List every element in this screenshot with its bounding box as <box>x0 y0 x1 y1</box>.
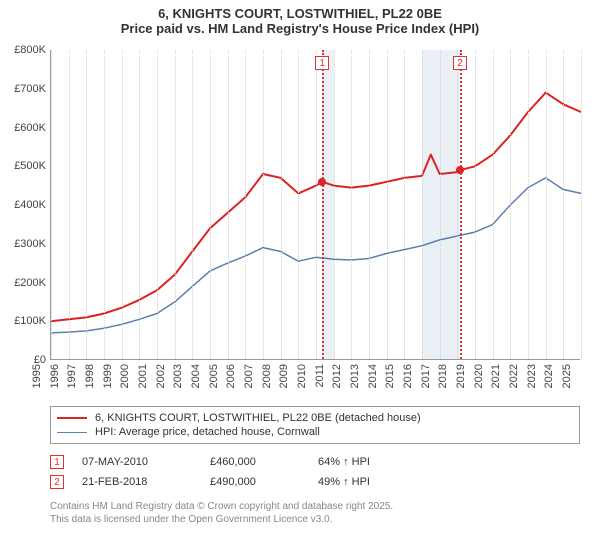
gridline <box>69 50 70 359</box>
gridline <box>86 50 87 359</box>
y-tick-label: £400K <box>0 199 46 211</box>
plot-area: 12 <box>50 50 580 360</box>
gridline <box>563 50 564 359</box>
gridline <box>104 50 105 359</box>
sale-row: 1 07-MAY-2010 £460,000 64% ↑ HPI <box>50 452 580 472</box>
footer: Contains HM Land Registry data © Crown c… <box>50 500 580 526</box>
y-tick-label: £300K <box>0 238 46 250</box>
gridline <box>263 50 264 359</box>
gridline <box>528 50 529 359</box>
legend: 6, KNIGHTS COURT, LOSTWITHIEL, PL22 0BE … <box>50 406 580 444</box>
gridline <box>316 50 317 359</box>
sale-point <box>456 166 464 174</box>
gridline <box>404 50 405 359</box>
sale-marker-line <box>460 50 462 359</box>
sale-delta: 49% ↑ HPI <box>318 476 580 488</box>
y-tick-label: £600K <box>0 122 46 134</box>
y-tick-label: £100K <box>0 315 46 327</box>
gridline <box>422 50 423 359</box>
y-tick-label: £700K <box>0 83 46 95</box>
legend-label: HPI: Average price, detached house, Corn… <box>95 426 320 438</box>
gridline <box>51 50 52 359</box>
sale-marker-badge: 1 <box>315 56 329 70</box>
gridline <box>334 50 335 359</box>
gridline <box>175 50 176 359</box>
gridline <box>351 50 352 359</box>
gridline <box>157 50 158 359</box>
sale-date: 21-FEB-2018 <box>82 476 192 488</box>
gridline <box>510 50 511 359</box>
gridline <box>493 50 494 359</box>
sale-price: £460,000 <box>210 456 300 468</box>
sale-marker-badge: 2 <box>453 56 467 70</box>
gridline <box>245 50 246 359</box>
x-tick-label: 2025 <box>561 364 599 388</box>
footer-copyright: Contains HM Land Registry data © Crown c… <box>50 500 580 513</box>
gridline <box>457 50 458 359</box>
title-address: 6, KNIGHTS COURT, LOSTWITHIEL, PL22 0BE <box>0 6 600 21</box>
legend-label: 6, KNIGHTS COURT, LOSTWITHIEL, PL22 0BE … <box>95 412 421 424</box>
gridline <box>546 50 547 359</box>
sale-point <box>318 178 326 186</box>
y-tick-label: £500K <box>0 160 46 172</box>
gridline <box>298 50 299 359</box>
gridline <box>581 50 582 359</box>
legend-item: 6, KNIGHTS COURT, LOSTWITHIEL, PL22 0BE … <box>57 411 573 425</box>
footer-licence: This data is licensed under the Open Gov… <box>50 513 580 526</box>
gridline <box>139 50 140 359</box>
sales-table: 1 07-MAY-2010 £460,000 64% ↑ HPI 2 21-FEB-201… <box>50 452 580 492</box>
sale-index-badge: 1 <box>50 455 64 469</box>
gridline <box>369 50 370 359</box>
legend-item: HPI: Average price, detached house, Corn… <box>57 425 573 439</box>
sale-date: 07-MAY-2010 <box>82 456 192 468</box>
chart: £0£100K£200K£300K£400K£500K£600K£700K£80… <box>0 40 600 402</box>
sale-delta: 64% ↑ HPI <box>318 456 580 468</box>
y-tick-label: £200K <box>0 277 46 289</box>
gridline <box>281 50 282 359</box>
gridline <box>210 50 211 359</box>
sale-price: £490,000 <box>210 476 300 488</box>
gridline <box>228 50 229 359</box>
sale-marker-line <box>322 50 324 359</box>
gridline <box>122 50 123 359</box>
y-tick-label: £800K <box>0 44 46 56</box>
sale-index-badge: 2 <box>50 475 64 489</box>
legend-swatch <box>57 417 87 419</box>
gridline <box>475 50 476 359</box>
title-block: 6, KNIGHTS COURT, LOSTWITHIEL, PL22 0BE … <box>0 0 600 40</box>
gridline <box>387 50 388 359</box>
sale-row: 2 21-FEB-2018 £490,000 49% ↑ HPI <box>50 472 580 492</box>
legend-swatch <box>57 432 87 433</box>
gridline <box>440 50 441 359</box>
gridline <box>192 50 193 359</box>
title-subtitle: Price paid vs. HM Land Registry's House … <box>0 21 600 36</box>
